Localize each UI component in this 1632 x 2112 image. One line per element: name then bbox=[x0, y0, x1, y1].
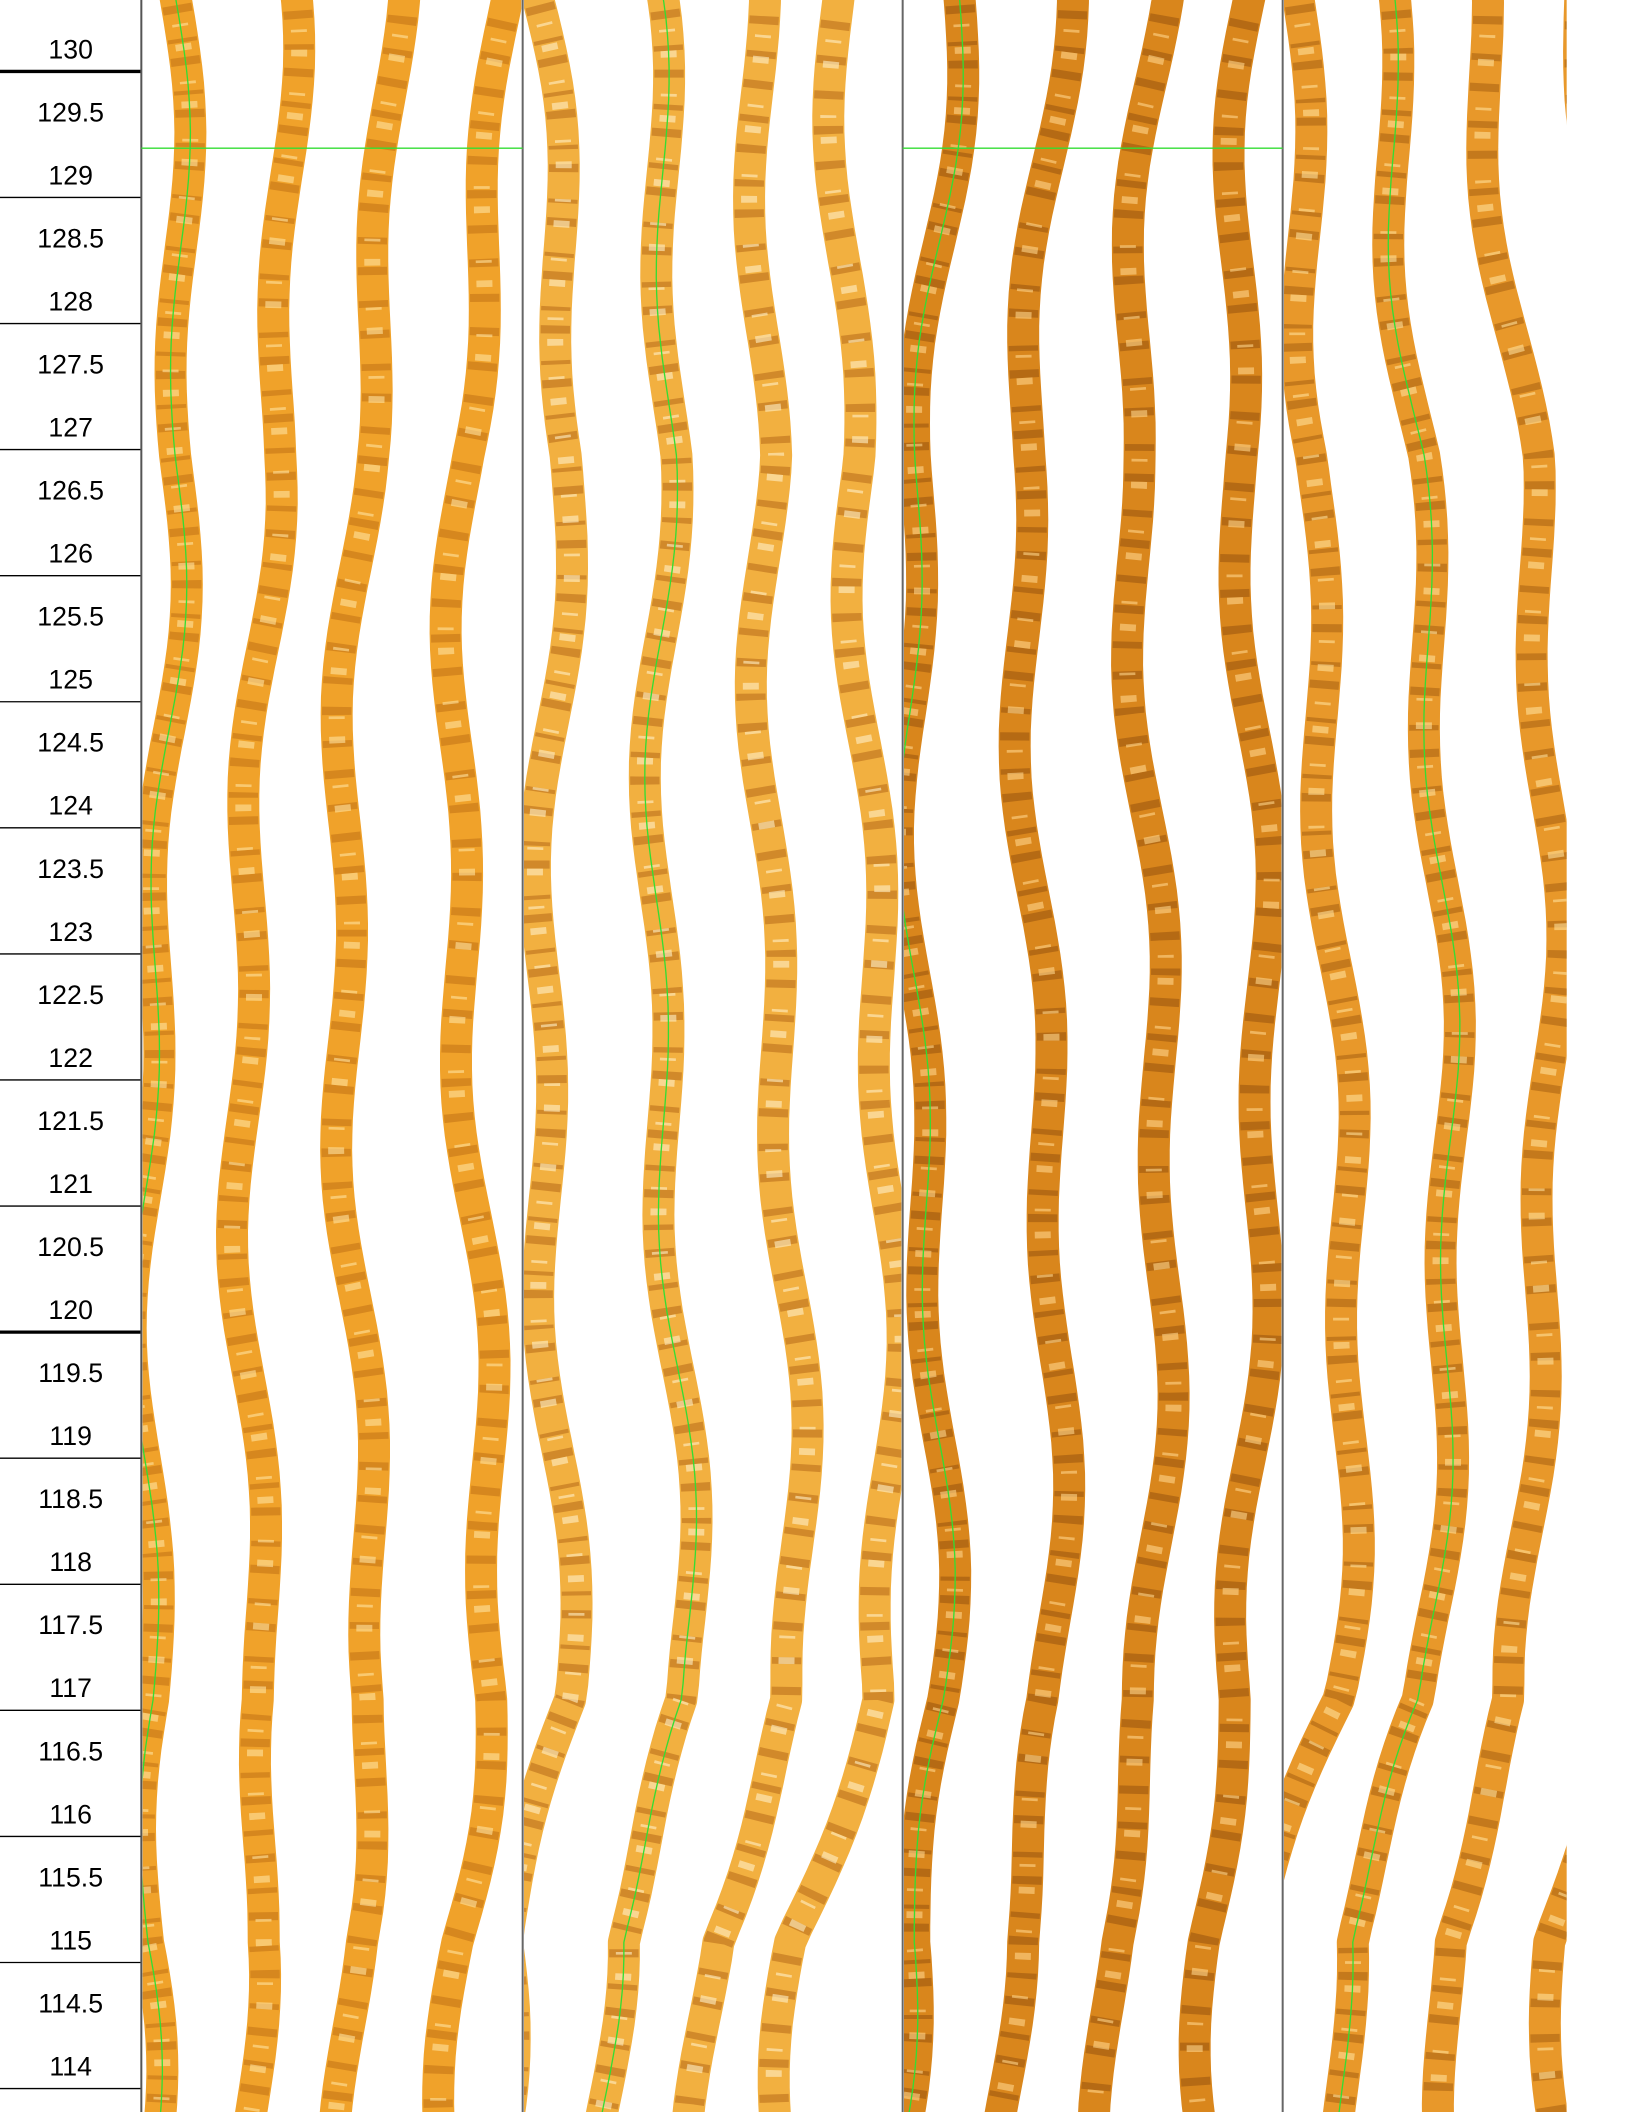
page: 130 129.5 129 128.5 128 127.5 127 126.5 126 125.5… bbox=[0, 0, 1632, 2112]
depth-label: 120 bbox=[48, 1295, 92, 1325]
depth-label: 130 bbox=[48, 34, 92, 64]
depth-label: 123 bbox=[48, 917, 92, 947]
depth-label: 114 bbox=[49, 2051, 92, 2081]
depth-label: 128 bbox=[48, 286, 92, 316]
depth-label: 120.5 bbox=[37, 1232, 104, 1262]
depth-label: 127.5 bbox=[37, 349, 104, 379]
depth-label: 115.5 bbox=[38, 1862, 103, 1892]
depth-label: 119.5 bbox=[38, 1358, 103, 1388]
depth-label: 128.5 bbox=[37, 223, 104, 253]
depth-label: 126 bbox=[48, 538, 92, 568]
depth-label: 119 bbox=[49, 1421, 92, 1451]
log-viewer: 130 129.5 129 128.5 128 127.5 127 126.5 126 125.5… bbox=[0, 0, 1632, 2112]
depth-label: 118 bbox=[49, 1547, 92, 1577]
depth-label: 124.5 bbox=[37, 728, 104, 758]
depth-label: 117.5 bbox=[38, 1610, 103, 1640]
depth-label: 126.5 bbox=[37, 475, 104, 505]
depth-label: 114.5 bbox=[38, 1988, 103, 2018]
depth-label: 116 bbox=[49, 1799, 92, 1829]
depth-label: 125 bbox=[48, 665, 92, 695]
depth-label: 122 bbox=[48, 1043, 92, 1073]
depth-label: 121.5 bbox=[37, 1106, 104, 1136]
depth-label: 129.5 bbox=[37, 97, 104, 127]
depth-label: 115 bbox=[49, 1925, 92, 1955]
depth-label: 118.5 bbox=[38, 1484, 103, 1514]
depth-label: 124 bbox=[48, 791, 93, 821]
depth-label: 117 bbox=[49, 1673, 92, 1703]
depth-label: 122.5 bbox=[37, 980, 104, 1010]
depth-label: 127 bbox=[48, 412, 92, 442]
depth-label: 121 bbox=[48, 1169, 92, 1199]
depth-label: 123.5 bbox=[37, 854, 104, 884]
depth-label: 116.5 bbox=[38, 1736, 103, 1766]
depth-label: 129 bbox=[48, 160, 92, 190]
depth-label: 125.5 bbox=[37, 602, 104, 632]
